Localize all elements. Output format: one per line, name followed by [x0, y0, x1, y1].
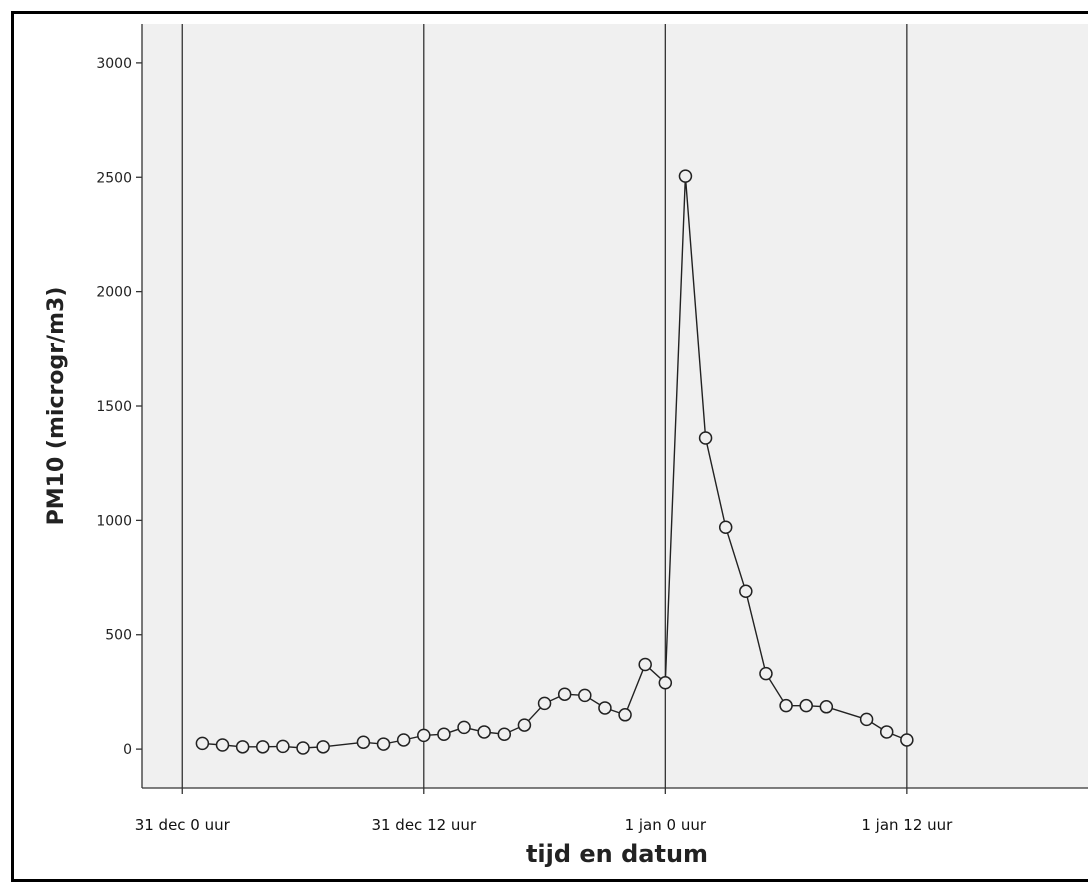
data-point: [819, 700, 834, 714]
y-axis-title: PM10 (microgr/m3): [44, 287, 69, 526]
data-point: [497, 727, 512, 741]
chart-frame: [11, 11, 1088, 882]
data-point: [759, 666, 773, 681]
x-axis-title: tijd en datum: [526, 840, 708, 868]
series-line: [202, 176, 908, 749]
data-point: [678, 169, 693, 183]
data-point: [638, 657, 652, 672]
data-point: [356, 735, 371, 750]
data-point: [900, 733, 914, 747]
data-point: [859, 712, 874, 727]
data-point: [396, 733, 411, 747]
data-series: [195, 169, 914, 755]
data-point: [215, 738, 230, 752]
data-point: [437, 727, 451, 741]
vertical-grid: [181, 24, 908, 788]
data-point: [779, 698, 793, 713]
data-point: [799, 698, 813, 713]
data-point: [598, 701, 612, 715]
axes: 31 dec 0 uur 31 dec 12 uur 1 jan 0 uur 1 ja…: [96, 24, 1088, 834]
y-tick-label: 1000: [96, 513, 132, 529]
data-point: [658, 676, 673, 690]
y-tick-label: 2500: [96, 170, 132, 186]
data-point: [537, 696, 552, 711]
x-tick-label: 31 dec 0 uur: [135, 816, 231, 834]
x-tick-label: 1 jan 0 uur: [625, 816, 707, 834]
data-point: [296, 741, 310, 755]
data-point: [618, 708, 632, 722]
data-point: [195, 736, 210, 751]
data-point: [477, 725, 491, 739]
data-point: [517, 718, 532, 732]
data-point: [557, 687, 572, 701]
data-point: [879, 725, 894, 739]
data-point: [316, 740, 330, 754]
data-point: [276, 739, 290, 754]
data-point: [698, 431, 713, 445]
x-tick-label: 31 dec 12 uur: [371, 816, 476, 834]
y-tick-label: 500: [105, 628, 132, 644]
data-point: [578, 688, 592, 703]
data-point: [457, 720, 471, 735]
data-point: [739, 584, 753, 599]
x-tick-label: 1 jan 12 uur: [861, 816, 953, 834]
data-point: [417, 728, 431, 743]
y-tick-label: 3000: [96, 56, 132, 72]
data-point: [256, 740, 270, 754]
y-tick-label: 2000: [96, 285, 132, 301]
data-point: [718, 520, 733, 534]
data-point: [235, 740, 250, 754]
y-tick-label: 1500: [96, 399, 132, 415]
plot-area: [142, 24, 1088, 788]
y-tick-label: 0: [123, 742, 132, 758]
data-point: [376, 737, 391, 751]
